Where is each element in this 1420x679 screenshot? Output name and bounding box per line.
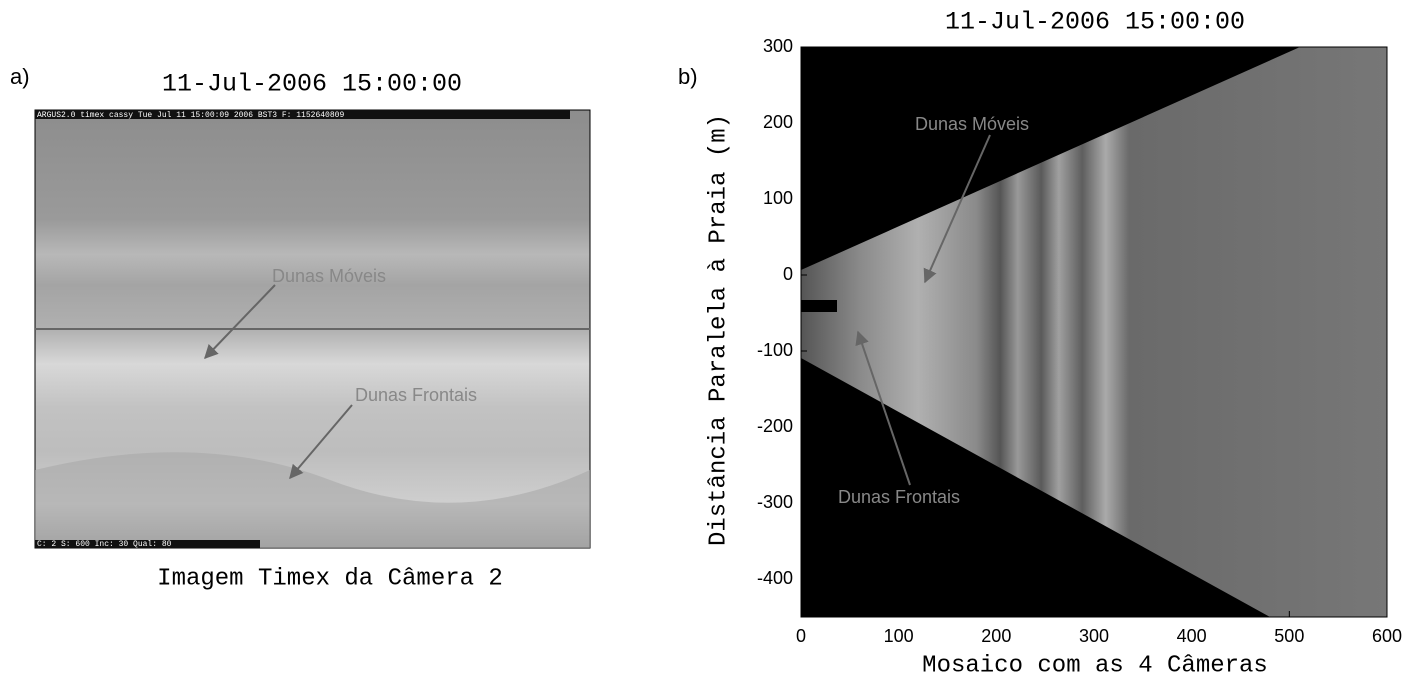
- x-tick-label: 600: [1372, 626, 1402, 646]
- panel-title: 11-Jul-2006 15:00:00: [162, 70, 462, 99]
- caption: Imagem Timex da Câmera 2: [157, 565, 503, 592]
- arrow: [855, 330, 911, 486]
- y-tick-label: 0: [783, 264, 793, 284]
- panel-label: b): [678, 64, 698, 89]
- x-tick-label: 100: [884, 626, 914, 646]
- arrow: [923, 134, 991, 284]
- x-tick-label: 300: [1079, 626, 1109, 646]
- panel-label: a): [10, 64, 30, 89]
- y-tick-label: 200: [763, 112, 793, 132]
- panel-title: 11-Jul-2006 15:00:00: [945, 8, 1245, 37]
- arrow: [289, 404, 353, 480]
- y-tick-label: -400: [757, 568, 793, 588]
- x-tick-label: 0: [796, 626, 806, 646]
- header-text: ARGUS2.0 timex cassy Tue Jul 11 15:00:09…: [37, 111, 344, 120]
- y-tick-label: -100: [757, 340, 793, 360]
- annotation: Dunas Frontais: [355, 385, 477, 405]
- annotation: Dunas Frontais: [838, 487, 960, 507]
- x-axis-label: Mosaico com as 4 Câmeras: [922, 652, 1268, 679]
- mosaic-gap: [801, 300, 837, 312]
- annotation: Dunas Móveis: [915, 114, 1029, 134]
- x-tick-label: 400: [1177, 626, 1207, 646]
- y-tick-label: 100: [763, 188, 793, 208]
- arrow: [204, 284, 276, 360]
- header-bar: [35, 110, 570, 119]
- y-tick-label: -200: [757, 416, 793, 436]
- horizon: [35, 328, 590, 330]
- dunes: [35, 452, 590, 548]
- mosaic: [801, 47, 1387, 617]
- y-tick-label: -300: [757, 492, 793, 512]
- x-tick-label: 200: [981, 626, 1011, 646]
- y-axis-label: Distância Paralela à Praia (m): [705, 114, 732, 546]
- y-tick-label: 300: [763, 36, 793, 56]
- footer-text: C: 2 S: 600 Inc: 30 Qual: 80: [37, 540, 172, 549]
- footer-bar: [35, 540, 260, 548]
- annotation: Dunas Móveis: [272, 266, 386, 286]
- x-tick-label: 500: [1274, 626, 1304, 646]
